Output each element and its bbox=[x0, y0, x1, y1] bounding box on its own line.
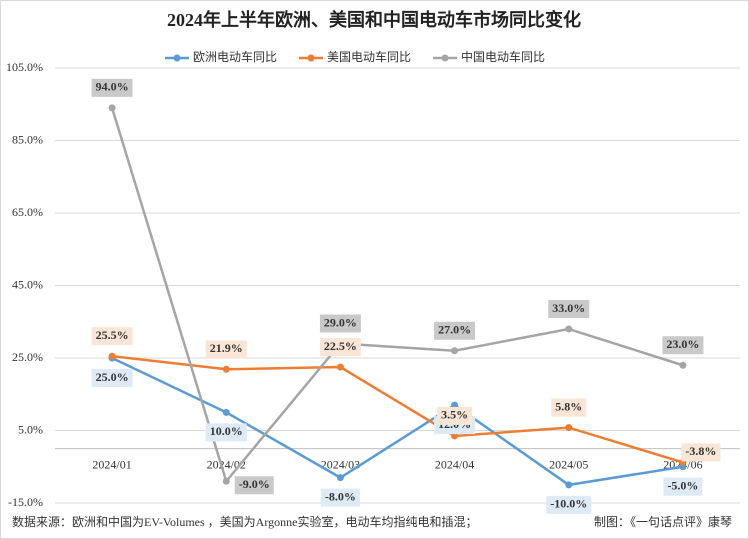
value-label-bg bbox=[319, 314, 361, 333]
value-label-bg bbox=[437, 406, 473, 425]
legend-label: 美国电动车同比 bbox=[327, 49, 411, 64]
legend-marker bbox=[441, 54, 449, 62]
value-label-bg bbox=[548, 300, 590, 318]
value-label: -10.0% bbox=[550, 497, 587, 511]
value-label-bg bbox=[234, 476, 274, 495]
x-tick-label: 2024/01 bbox=[92, 457, 131, 471]
value-label-group: -3.8% bbox=[681, 443, 721, 462]
value-label-group: -8.0% bbox=[320, 488, 360, 507]
value-label-bg bbox=[91, 327, 133, 346]
value-label: -3.8% bbox=[685, 444, 716, 458]
value-label: 21.9% bbox=[210, 341, 243, 355]
value-label-bg bbox=[551, 398, 587, 417]
value-label-group: 23.0% bbox=[662, 336, 704, 355]
value-label-group: -10.0% bbox=[546, 495, 592, 514]
y-tick-label: 85.0% bbox=[12, 132, 43, 146]
value-label-group: 5.8% bbox=[551, 398, 587, 417]
value-label: 22.5% bbox=[324, 339, 357, 353]
point bbox=[222, 365, 230, 373]
footnote: 数据来源：欧洲和中国为EV-Volumes ，美国为Argonne实验室，电动车… bbox=[12, 514, 477, 529]
value-label-group: 10.0% bbox=[205, 423, 247, 442]
y-tick-label: 65.0% bbox=[12, 205, 43, 219]
point bbox=[565, 325, 573, 333]
point bbox=[108, 352, 116, 360]
value-label-group: 21.9% bbox=[205, 340, 247, 359]
point bbox=[222, 477, 230, 485]
value-label-group: 25.0% bbox=[91, 369, 133, 387]
x-tick-label: 2024/04 bbox=[435, 457, 474, 471]
value-label: 3.5% bbox=[441, 408, 468, 422]
value-label-bg bbox=[662, 336, 704, 355]
value-label: 25.0% bbox=[96, 370, 129, 384]
value-label-group: 25.5% bbox=[91, 327, 133, 346]
series-line bbox=[110, 107, 684, 484]
point bbox=[336, 474, 344, 482]
point bbox=[451, 401, 459, 409]
value-label: 94.0% bbox=[96, 80, 129, 94]
value-label-bg bbox=[319, 338, 361, 357]
legend-label: 中国电动车同比 bbox=[461, 49, 545, 64]
point bbox=[565, 424, 573, 432]
y-tick-label: 5.0% bbox=[18, 422, 43, 436]
y-tick-label: 45.0% bbox=[12, 277, 43, 291]
value-label-bg bbox=[434, 321, 476, 340]
x-tick-label: 2024/05 bbox=[549, 457, 588, 471]
y-tick-label: -15.0% bbox=[8, 495, 43, 509]
y-tick-label: 105.0% bbox=[6, 60, 43, 74]
value-label-group: -9.0% bbox=[234, 476, 274, 495]
x-tick-label: 2024/03 bbox=[321, 457, 360, 471]
value-label: 23.0% bbox=[666, 337, 699, 351]
value-label-bg bbox=[205, 423, 247, 442]
chart-title: 2024年上半年欧洲、美国和中国电动车市场同比变化 bbox=[167, 9, 581, 30]
value-label: 33.0% bbox=[552, 301, 585, 315]
series-line bbox=[111, 354, 684, 464]
value-label: 27.0% bbox=[438, 323, 471, 337]
point bbox=[336, 363, 344, 371]
value-label: -8.0% bbox=[325, 489, 356, 503]
legend-label: 欧洲电动车同比 bbox=[193, 49, 277, 64]
value-label: -5.0% bbox=[667, 479, 698, 493]
series-line bbox=[111, 356, 684, 487]
value-label-bg bbox=[663, 477, 703, 496]
value-label: 29.0% bbox=[324, 315, 357, 329]
point bbox=[451, 347, 459, 355]
point bbox=[222, 408, 230, 416]
value-label-group: -5.0% bbox=[663, 477, 703, 496]
value-label: -9.0% bbox=[239, 477, 270, 491]
value-label-bg bbox=[681, 443, 721, 462]
point bbox=[565, 481, 573, 489]
credit: 制图：《一句话点评》康琴 bbox=[594, 514, 732, 529]
value-label-bg bbox=[546, 495, 592, 514]
value-label-bg bbox=[91, 78, 133, 97]
value-label-bg bbox=[205, 340, 247, 359]
y-tick-label: 25.0% bbox=[12, 350, 43, 364]
value-label-bg bbox=[320, 488, 360, 507]
value-label-group: 27.0% bbox=[434, 321, 476, 340]
point bbox=[108, 104, 116, 112]
legend-marker bbox=[307, 54, 315, 62]
value-label-group: 3.5% bbox=[437, 406, 473, 425]
value-label-group: 29.0% bbox=[319, 314, 361, 333]
point bbox=[679, 361, 687, 369]
value-label: 5.8% bbox=[555, 399, 582, 413]
value-label: 10.0% bbox=[210, 424, 243, 438]
value-label-group: 33.0% bbox=[548, 300, 590, 318]
value-label: 25.5% bbox=[96, 328, 129, 342]
legend-marker bbox=[173, 54, 181, 62]
value-label-group: 22.5% bbox=[319, 338, 361, 357]
point bbox=[451, 432, 459, 440]
value-label-bg bbox=[91, 369, 133, 387]
value-label-group: 94.0% bbox=[91, 78, 133, 97]
